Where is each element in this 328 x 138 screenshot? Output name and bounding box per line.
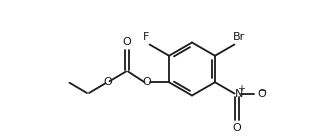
Text: +: +	[238, 84, 246, 93]
Text: F: F	[143, 32, 150, 42]
Text: O: O	[233, 123, 241, 133]
Text: O: O	[142, 77, 151, 87]
Text: O: O	[123, 37, 132, 47]
Text: Br: Br	[233, 32, 245, 42]
Text: O: O	[257, 88, 266, 99]
Text: N: N	[235, 88, 243, 99]
Text: O: O	[103, 77, 112, 87]
Text: −: −	[259, 85, 267, 94]
